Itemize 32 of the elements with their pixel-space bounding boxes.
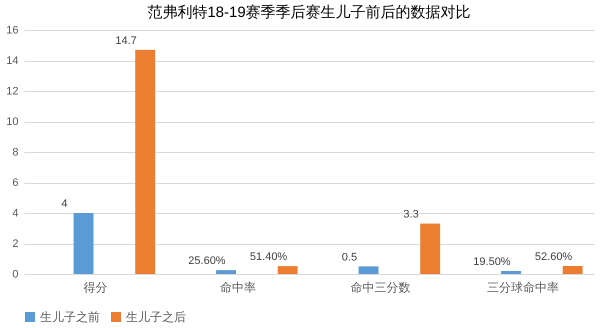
data-label: 4: [61, 198, 68, 210]
data-label: 52.60%: [534, 250, 572, 263]
x-tick-label: 三分球命中率: [486, 280, 559, 294]
bar: [562, 266, 583, 274]
chart-title: 范弗利特18-19赛季季后赛生儿子前后的数据对比: [147, 4, 471, 21]
legend-label: 生儿子之后: [126, 310, 186, 324]
x-tick-label: 命中率: [220, 280, 256, 294]
y-tick-label: 8: [12, 146, 18, 158]
bar: [216, 270, 236, 274]
y-tick-label: 14: [6, 55, 18, 67]
data-label: 3.3: [403, 208, 419, 221]
legend-label: 生儿子之前: [40, 310, 100, 324]
bar: [278, 266, 298, 274]
bar: [358, 266, 378, 274]
bar: [420, 224, 440, 274]
y-tick-label: 10: [6, 116, 18, 128]
y-tick-label: 0: [12, 268, 18, 280]
bar: [501, 271, 521, 274]
bar: [74, 213, 94, 274]
x-tick-label: 命中三分数: [350, 280, 410, 294]
data-label: 19.50%: [473, 256, 511, 268]
data-label: 51.40%: [250, 251, 288, 264]
y-tick-label: 6: [12, 177, 18, 189]
y-tick-label: 2: [12, 238, 18, 250]
data-label: 25.60%: [188, 255, 226, 268]
data-label: 0.5: [342, 251, 358, 264]
y-tick-label: 16: [6, 24, 18, 36]
data-label: 14.7: [115, 34, 137, 47]
y-tick-label: 12: [6, 86, 18, 98]
bar: [135, 50, 156, 274]
y-tick-label: 4: [12, 208, 18, 220]
x-tick-label: 得分: [83, 280, 108, 294]
